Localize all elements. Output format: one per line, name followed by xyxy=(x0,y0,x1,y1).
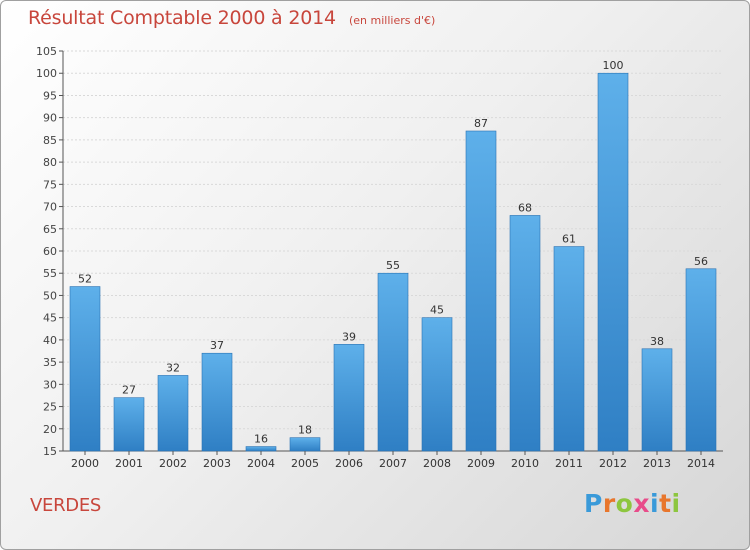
bar-value-label: 87 xyxy=(474,117,488,130)
y-tick-label: 90 xyxy=(43,112,57,125)
y-tick-label: 65 xyxy=(43,223,57,236)
bar-value-label: 45 xyxy=(430,304,444,317)
bar-value-label: 68 xyxy=(518,201,532,214)
bar-value-label: 37 xyxy=(210,339,224,352)
x-tick-label: 2001 xyxy=(115,457,143,470)
x-tick-label: 2004 xyxy=(247,457,275,470)
commune-name: VERDES xyxy=(30,495,102,516)
bar xyxy=(465,130,497,452)
x-tick-label: 2014 xyxy=(687,457,715,470)
y-tick-label: 40 xyxy=(43,334,57,347)
bar xyxy=(597,72,629,452)
y-tick-label: 105 xyxy=(36,45,57,58)
y-tick-label: 75 xyxy=(43,178,57,191)
x-tick-label: 2008 xyxy=(423,457,451,470)
x-tick-label: 2013 xyxy=(643,457,671,470)
y-tick-label: 60 xyxy=(43,245,57,258)
x-tick-label: 2006 xyxy=(335,457,363,470)
chart-subtitle: (en milliers d'€) xyxy=(348,14,436,27)
y-tick-label: 95 xyxy=(43,89,57,102)
bar-value-label: 16 xyxy=(254,433,268,446)
bar xyxy=(201,352,233,452)
bar-value-label: 52 xyxy=(78,273,92,286)
bar xyxy=(113,397,145,452)
y-tick-label: 25 xyxy=(43,401,57,414)
bar-value-label: 18 xyxy=(298,424,312,437)
x-tick-label: 2010 xyxy=(511,457,539,470)
bar xyxy=(289,437,321,452)
bar xyxy=(553,246,585,452)
bar-value-label: 100 xyxy=(603,59,624,72)
bar-value-label: 55 xyxy=(386,259,400,272)
bar xyxy=(157,375,189,452)
x-tick-label: 2012 xyxy=(599,457,627,470)
y-tick-label: 50 xyxy=(43,289,57,302)
y-tick-label: 70 xyxy=(43,201,57,214)
y-tick-label: 20 xyxy=(43,423,57,436)
bar-value-label: 61 xyxy=(562,233,576,246)
bar xyxy=(421,317,453,452)
bar xyxy=(377,272,409,452)
bar-value-label: 39 xyxy=(342,330,356,343)
x-tick-label: 2011 xyxy=(555,457,583,470)
y-tick-label: 30 xyxy=(43,378,57,391)
bar-value-label: 38 xyxy=(650,335,664,348)
x-tick-label: 2003 xyxy=(203,457,231,470)
chart-title-block: Résultat Comptable 2000 à 2014 (en milli… xyxy=(28,7,435,29)
y-tick-label: 35 xyxy=(43,356,57,369)
chart-title: Résultat Comptable 2000 à 2014 xyxy=(28,7,336,29)
bar-value-label: 32 xyxy=(166,361,180,374)
bar xyxy=(509,215,541,452)
bar-value-label: 56 xyxy=(694,255,708,268)
y-tick-label: 55 xyxy=(43,267,57,280)
bar xyxy=(69,286,101,452)
y-tick-label: 80 xyxy=(43,156,57,169)
bar-value-label: 27 xyxy=(122,384,136,397)
y-tick-label: 45 xyxy=(43,312,57,325)
bar xyxy=(245,446,277,452)
x-tick-label: 2005 xyxy=(291,457,319,470)
x-tick-label: 2007 xyxy=(379,457,407,470)
bar xyxy=(333,344,365,452)
bar xyxy=(641,348,673,452)
x-tick-label: 2009 xyxy=(467,457,495,470)
bar xyxy=(685,268,717,452)
y-tick-label: 100 xyxy=(36,67,57,80)
y-tick-label: 85 xyxy=(43,134,57,147)
proxiti-logo: Proxiti xyxy=(584,489,681,518)
x-tick-label: 2002 xyxy=(159,457,187,470)
x-tick-label: 2000 xyxy=(71,457,99,470)
y-tick-label: 15 xyxy=(43,445,57,458)
